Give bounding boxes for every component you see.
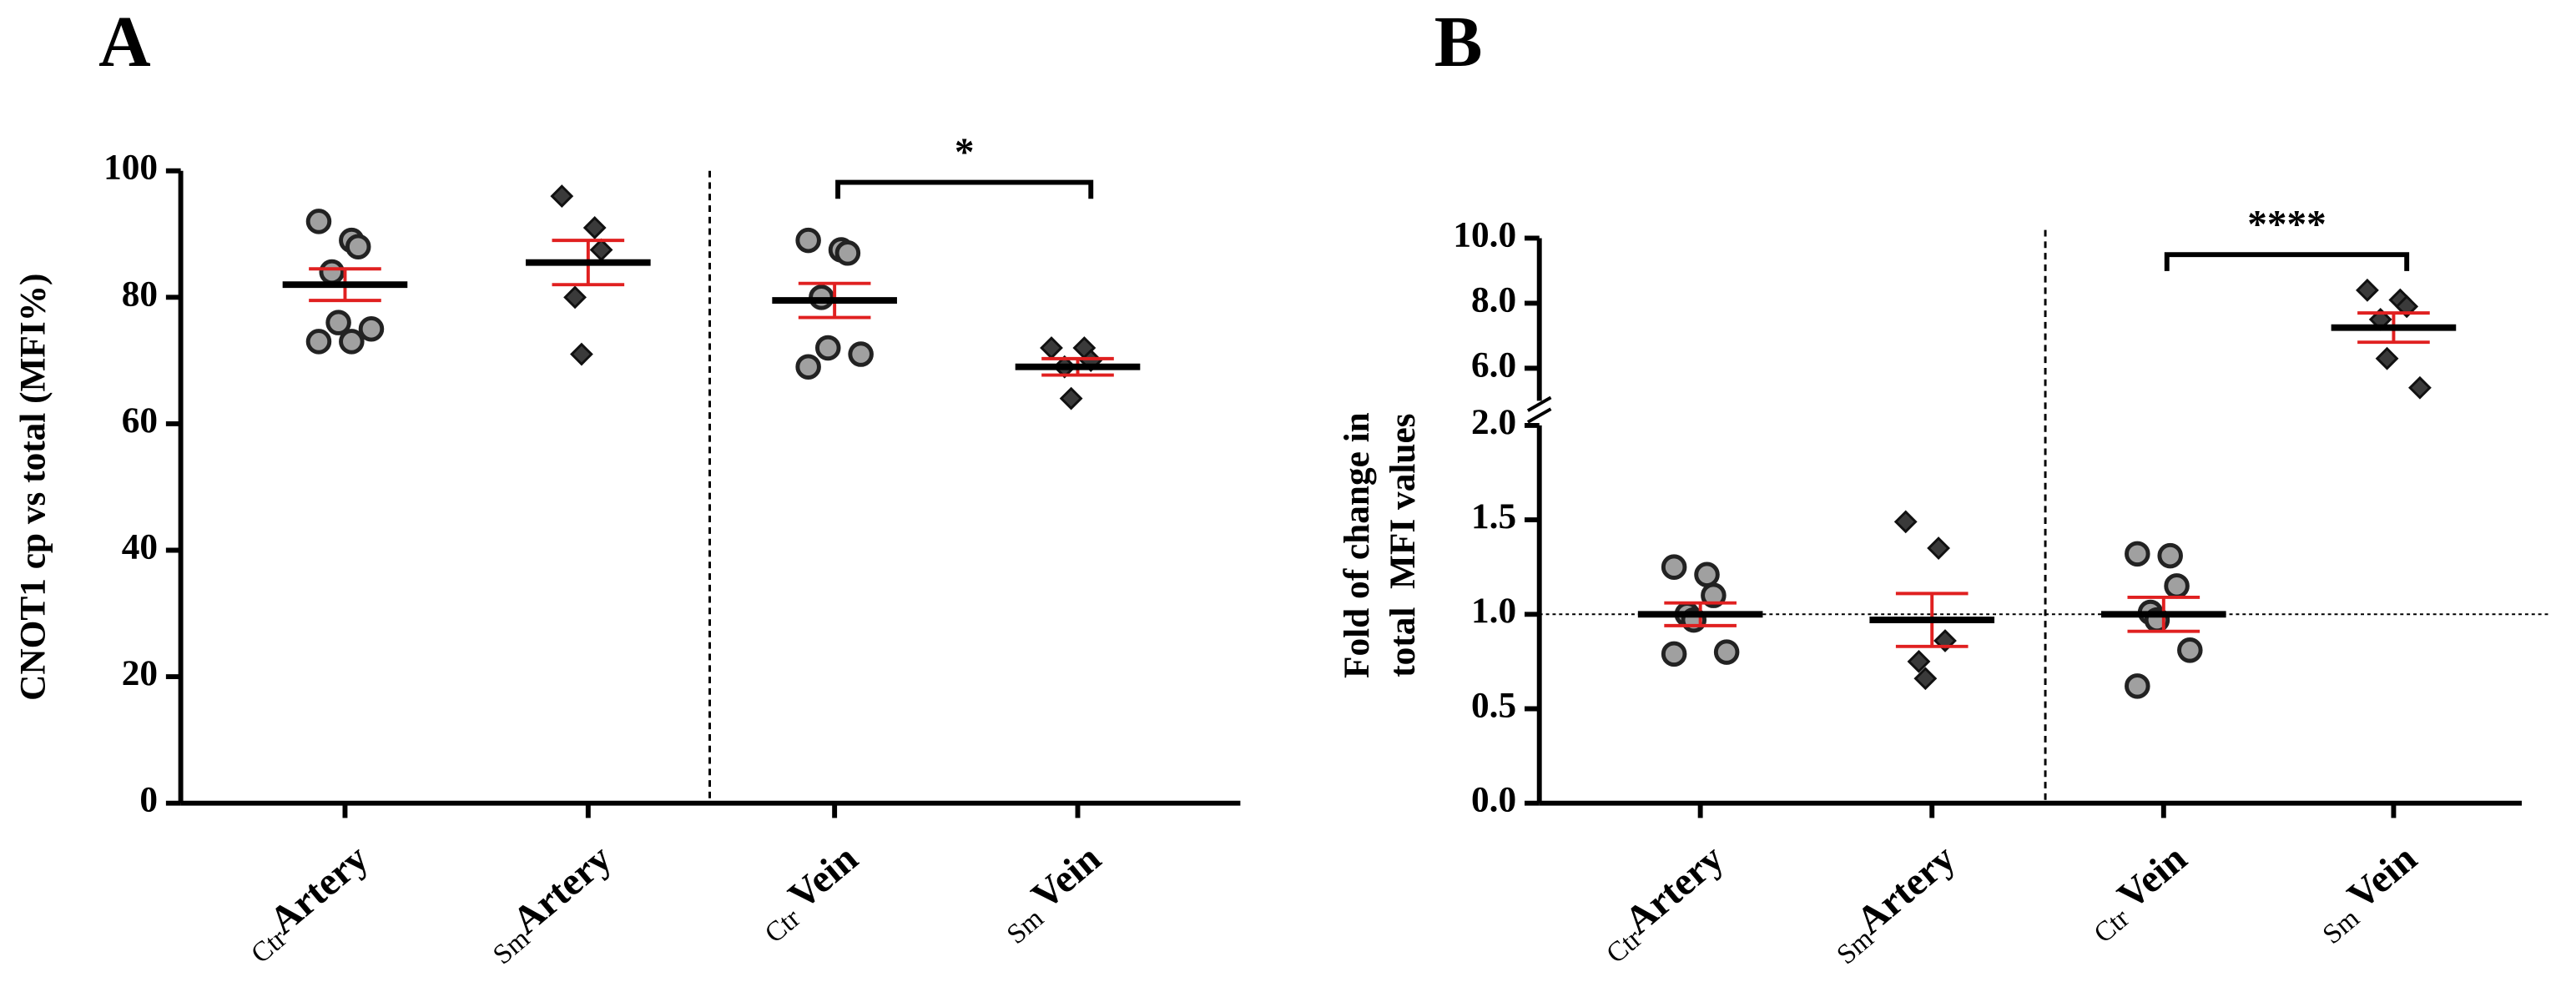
x-tick-label: Sm Vein <box>990 837 1112 950</box>
axis-break <box>1526 407 1552 424</box>
y-tick-label: 100 <box>103 148 158 188</box>
data-point <box>563 285 587 310</box>
data-point <box>570 342 593 366</box>
x-tick-main: Artery <box>1616 836 1732 943</box>
x-tick-label: SmArtery <box>476 836 623 970</box>
data-point <box>2375 346 2399 370</box>
x-tick-label: CtrArtery <box>234 836 381 969</box>
y-axis-label: CNOT1 cp vs total (MFI%) <box>13 274 53 701</box>
x-tick-label: Ctr Vein <box>2077 837 2198 949</box>
y-tick-label: 0.5 <box>1471 685 1516 725</box>
data-point <box>1907 649 1931 673</box>
y-tick-label: 20 <box>122 653 158 693</box>
data-point <box>305 209 332 234</box>
data-point <box>1661 641 1687 667</box>
x-tick-main: Artery <box>261 836 376 943</box>
significance-bar <box>2164 252 2410 271</box>
axis-break <box>1526 395 1552 412</box>
data-point <box>550 184 574 208</box>
data-point <box>1661 554 1687 580</box>
data-point <box>2356 278 2379 302</box>
y-tick-label: 8.0 <box>1471 279 1516 320</box>
x-tick-main: Artery <box>505 836 620 943</box>
y-tick-label: 2.0 <box>1471 402 1516 442</box>
data-point <box>834 240 861 266</box>
data-point <box>305 329 332 355</box>
data-point <box>1913 667 1938 691</box>
data-point <box>1701 582 1727 608</box>
data-point <box>345 234 371 259</box>
data-point <box>2125 541 2150 567</box>
data-point <box>815 335 841 361</box>
data-point <box>582 216 607 239</box>
data-point <box>358 315 385 342</box>
x-tick-main: Artery <box>1848 836 1964 943</box>
y-tick-label: 6.0 <box>1471 345 1516 385</box>
data-point <box>1713 639 1740 665</box>
panel-letter: B <box>1434 2 1483 82</box>
x-tick-label: SmArtery <box>1820 836 1967 970</box>
data-point <box>339 329 365 355</box>
y-tick-label: 1.5 <box>1471 496 1516 536</box>
data-point <box>2164 573 2190 599</box>
x-tick-label: Sm Vein <box>2306 837 2428 950</box>
data-point <box>2408 375 2432 400</box>
y-tick-label: 10.0 <box>1453 214 1516 254</box>
y-tick-label: 80 <box>122 274 158 314</box>
data-point <box>2125 673 2150 699</box>
data-point <box>2177 637 2203 663</box>
significance-bar <box>835 179 1094 199</box>
data-point <box>795 354 821 380</box>
data-point <box>1893 510 1918 534</box>
y-tick-label: 40 <box>122 526 158 566</box>
data-point <box>1694 561 1720 588</box>
y-tick-label: 0 <box>139 780 158 820</box>
significance-label: **** <box>2247 203 2326 246</box>
data-point <box>319 259 345 285</box>
y-axis-label: total MFI values <box>1383 413 1423 677</box>
x-tick-label: Ctr Vein <box>748 837 869 949</box>
data-point <box>1927 536 1951 560</box>
data-point <box>795 227 821 254</box>
data-point <box>848 341 874 367</box>
data-point <box>325 310 351 335</box>
data-point <box>1040 336 1063 360</box>
data-point <box>589 238 613 262</box>
y-tick-label: 1.0 <box>1471 591 1516 631</box>
y-tick-label: 60 <box>122 400 158 441</box>
x-tick-label: CtrArtery <box>1590 836 1736 969</box>
data-point <box>2157 542 2183 569</box>
panel-letter: A <box>98 2 151 82</box>
y-tick-label: 0.0 <box>1471 780 1516 820</box>
data-point <box>1059 386 1083 410</box>
y-axis-label: Fold of change in <box>1337 412 1377 678</box>
significance-label: * <box>955 131 975 174</box>
